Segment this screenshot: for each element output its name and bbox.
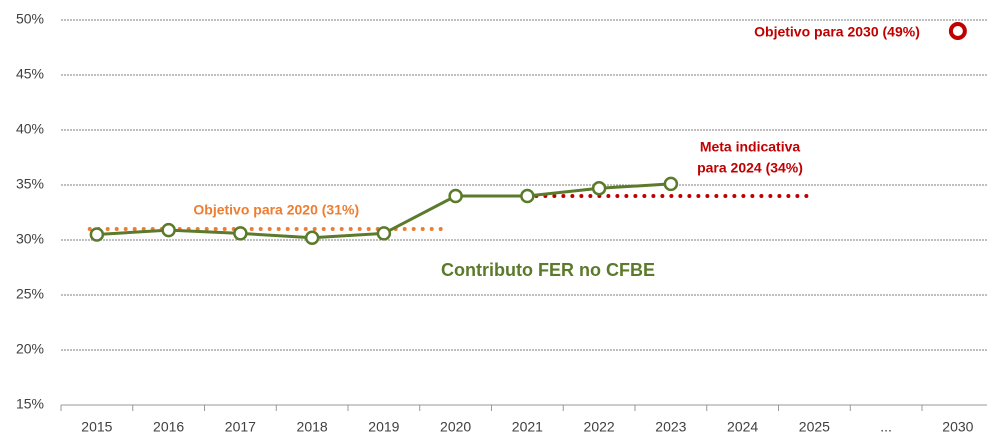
target-label: Objetivo para 2020 (31%) [193, 202, 359, 218]
y-tick-label: 35% [16, 176, 44, 192]
x-tick-label: 2018 [297, 419, 328, 435]
x-tick-label: 2022 [584, 419, 615, 435]
x-tick-label: 2021 [512, 419, 543, 435]
y-tick-label: 20% [16, 341, 44, 357]
point [520, 188, 535, 204]
x-tick-label: 2015 [81, 419, 112, 435]
x-tick-label: 2019 [368, 419, 399, 435]
target-marker [948, 22, 967, 40]
y-tick-label: 15% [16, 396, 44, 412]
y-tick-label: 25% [16, 286, 44, 302]
point [376, 226, 392, 241]
y-tick-label: 40% [16, 121, 44, 137]
point [663, 176, 679, 192]
x-tick-label: 2030 [942, 419, 973, 435]
target-label: para 2024 (34%) [697, 160, 803, 176]
target-label: Objetivo para 2030 (49%) [754, 24, 920, 40]
x-tick-label: 2020 [440, 419, 471, 435]
point [448, 188, 463, 204]
point [233, 226, 248, 241]
target-label: Meta indicativa [700, 139, 801, 155]
series-label: Contributo FER no CFBE [441, 260, 655, 280]
point [304, 230, 320, 246]
point [591, 181, 607, 196]
point [89, 227, 105, 242]
x-tick-label: 2025 [799, 419, 830, 435]
x-tick-label: 2016 [153, 419, 184, 435]
y-tick-label: 30% [16, 231, 44, 247]
point [161, 222, 176, 238]
y-tick-label: 45% [16, 66, 44, 82]
x-tick-label: 2024 [727, 419, 758, 435]
x-tick-label: 2023 [655, 419, 686, 435]
x-tick-label: 2017 [225, 419, 256, 435]
y-tick-label: 50% [16, 11, 44, 27]
x-tick-label: ... [880, 419, 892, 435]
